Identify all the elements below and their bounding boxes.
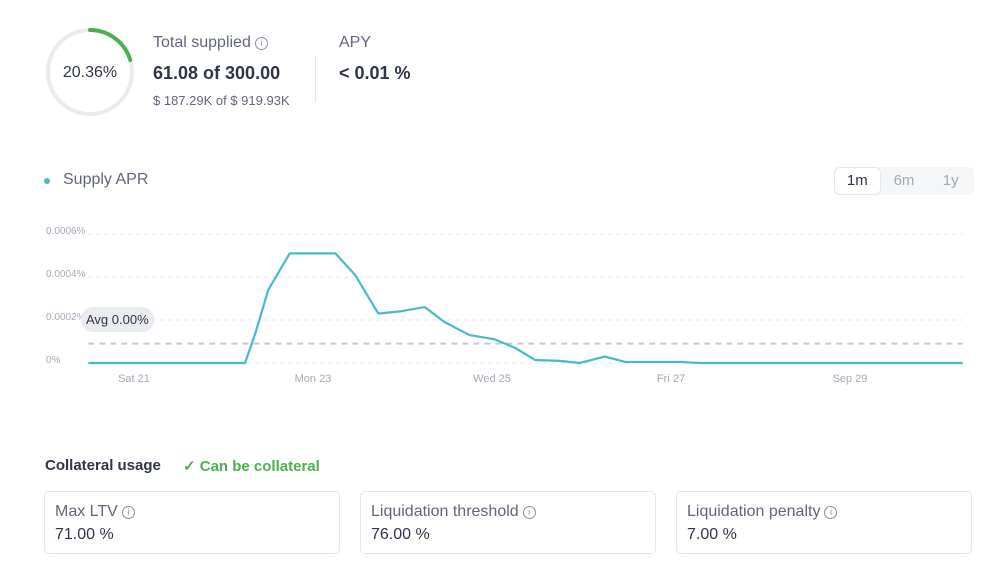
x-tick-label: Sep 29 — [832, 373, 868, 385]
range-1y-button[interactable]: 1y — [942, 172, 959, 189]
liquidation-threshold-value: 76.00 % — [371, 526, 430, 543]
y-tick-label: 0.0002% — [46, 312, 86, 323]
average-badge: Avg 0.00% — [81, 307, 154, 332]
utilization-gauge — [46, 28, 134, 116]
apy-value: < 0.01 % — [339, 63, 411, 83]
check-icon: ✓ — [183, 458, 196, 475]
range-toggle: 1m 6m 1y — [834, 167, 974, 195]
collateral-usage-title: Collateral usage — [45, 457, 161, 474]
y-tick-label: 0% — [46, 355, 61, 366]
total-supplied-value: 61.08 of 300.00 — [153, 63, 281, 83]
max-ltv-card: Max LTV i 71.00 % — [44, 491, 340, 554]
range-1m-button[interactable]: 1m — [835, 168, 880, 194]
apy-label: APY — [339, 34, 372, 51]
x-tick-label: Sat 21 — [118, 373, 150, 385]
y-tick-label: 0.0004% — [46, 269, 86, 280]
liquidation-penalty-value: 7.00 % — [687, 526, 737, 543]
liquidation-penalty-card: Liquidation penalty i 7.00 % — [676, 491, 972, 554]
x-tick-label: Wed 25 — [473, 373, 511, 385]
info-icon[interactable]: i — [824, 506, 838, 519]
x-tick-label: Fri 27 — [656, 373, 686, 385]
utilization-percent: 20.36% — [62, 64, 118, 81]
divider — [315, 56, 316, 102]
total-supplied-usd: $ 187.29K of $ 919.93K — [153, 93, 290, 108]
x-tick-label: Mon 23 — [294, 373, 332, 385]
info-icon[interactable]: i — [254, 37, 268, 50]
legend-dot-icon — [44, 178, 50, 184]
y-tick-label: 0.0006% — [46, 226, 86, 237]
liquidation-threshold-card: Liquidation threshold i 76.00 % — [360, 491, 656, 554]
collateral-status: ✓ Can be collateral — [183, 458, 320, 475]
info-icon[interactable]: i — [522, 506, 536, 519]
total-supplied-label: Total supplied i — [153, 34, 268, 52]
gauge-fill — [46, 28, 134, 116]
legend-label: Supply APR — [63, 171, 149, 188]
range-6m-button[interactable]: 6m — [893, 172, 915, 189]
max-ltv-value: 71.00 % — [55, 526, 114, 543]
info-icon[interactable]: i — [121, 506, 135, 519]
series-line-supply-apr — [88, 252, 963, 365]
